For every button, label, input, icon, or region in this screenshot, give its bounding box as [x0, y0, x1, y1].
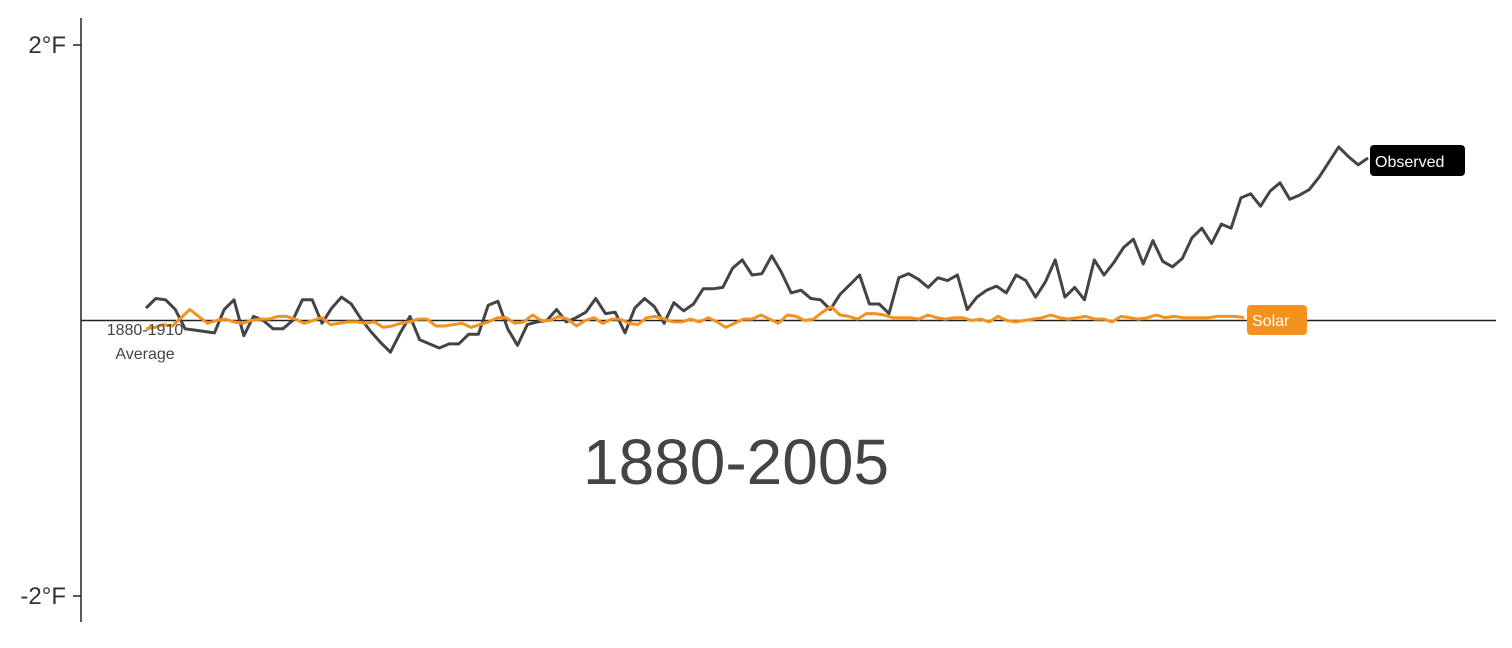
series-line-solar	[145, 305, 1245, 331]
y-tick-label-top: 2°F	[28, 32, 66, 59]
y-tick-label-bottom: -2°F	[20, 583, 66, 610]
series-tag-solar-label: Solar	[1252, 313, 1290, 330]
series-line-observed	[144, 145, 1369, 354]
period-label: 1880-2005	[583, 426, 889, 498]
baseline-label-years: 1880-1910	[107, 322, 184, 339]
series-tag-observed-background	[1370, 145, 1465, 176]
series-tag-observed: Observed	[1370, 145, 1465, 176]
series-tag-observed-label: Observed	[1375, 154, 1444, 171]
series-tag-solar: Solar	[1247, 305, 1307, 335]
baseline-label-average: Average	[115, 346, 174, 363]
series-tag-solar-background	[1247, 305, 1307, 335]
